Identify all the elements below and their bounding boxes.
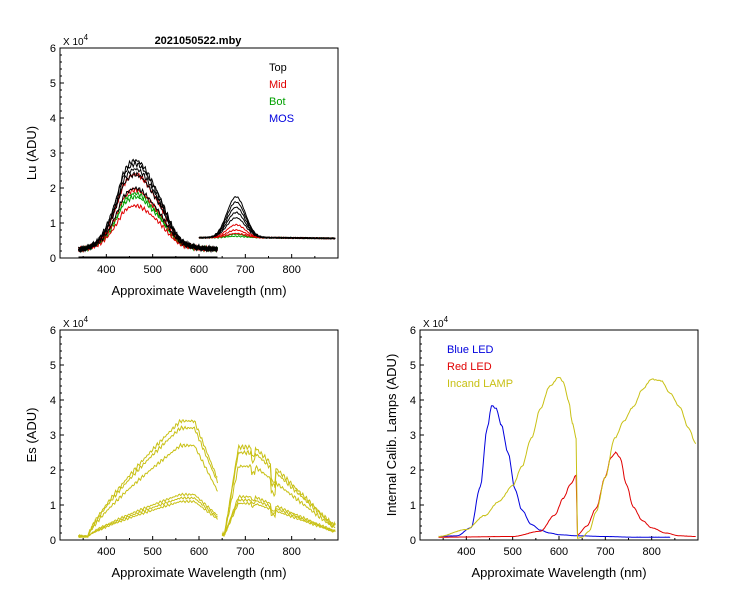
x-tick-label: 800 <box>282 546 300 558</box>
legend-entry: Bot <box>269 96 286 108</box>
y-tick-label: 6 <box>50 325 56 337</box>
x-tick-label: 400 <box>97 546 115 558</box>
series-line-mid-blue <box>78 186 218 253</box>
series-line-incand-lamp <box>438 376 697 539</box>
axis-multiplier: X 104 <box>63 315 89 330</box>
y-tick-label: 0 <box>410 535 416 547</box>
plot-area <box>438 376 697 539</box>
x-tick-label: 600 <box>190 546 208 558</box>
axis-multiplier: X 104 <box>63 33 89 48</box>
x-tick-label: 600 <box>190 264 208 276</box>
y-tick-label: 0 <box>50 535 56 547</box>
series-line-es-red <box>221 443 336 536</box>
x-axis-label: Approximate Wavelength (nm) <box>111 283 286 298</box>
legend-entry: Red LED <box>447 361 492 373</box>
y-axis-label: Internal Calib. Lamps (ADU) <box>384 354 399 517</box>
y-tick-label: 1 <box>50 500 56 512</box>
x-tick-label: 400 <box>97 264 115 276</box>
x-tick-label: 600 <box>550 546 568 558</box>
y-tick-label: 1 <box>410 500 416 512</box>
x-tick-label: 400 <box>457 546 475 558</box>
y-tick-label: 4 <box>50 395 56 407</box>
x-tick-label: 800 <box>282 264 300 276</box>
legend-entry: Blue LED <box>447 344 494 356</box>
x-tick-label: 700 <box>596 546 614 558</box>
series-line-es-blue <box>78 425 218 538</box>
x-axis-label: Approximate Wavelength (nm) <box>111 565 286 580</box>
series-line-es-red <box>221 494 336 537</box>
plot-frame <box>59 47 339 259</box>
y-tick-label: 6 <box>410 325 416 337</box>
y-tick-label: 4 <box>50 113 56 125</box>
legend-entry: Mid <box>269 79 287 91</box>
y-axis-label: Lu (ADU) <box>24 126 39 180</box>
y-tick-label: 2 <box>410 465 416 477</box>
y-tick-label: 5 <box>410 360 416 372</box>
series-line-es-red <box>221 500 336 536</box>
axis-multiplier-exponent: 4 <box>84 33 89 42</box>
chart-calib-lamps: 0 1 2 3 4 5 6 400 500 600 700 800 X 104 Approximate W… <box>384 315 699 580</box>
y-tick-label: 3 <box>50 148 56 160</box>
plot-area <box>78 418 336 539</box>
y-axis-label: Es (ADU) <box>24 408 39 463</box>
axis-multiplier: X 104 <box>423 315 449 330</box>
axis-multiplier-exponent: 4 <box>444 315 449 324</box>
series-line-blue-led <box>438 405 671 538</box>
series-line-es-red <box>221 497 336 537</box>
x-axis-label: Approximate Wavelength (nm) <box>471 565 646 580</box>
x-tick-label: 800 <box>642 546 660 558</box>
y-tick-label: 2 <box>50 465 56 477</box>
x-tick-label: 500 <box>143 264 161 276</box>
y-tick-label: 6 <box>50 43 56 55</box>
series-line-top-blue <box>78 185 218 254</box>
legend-entry: Top <box>269 62 287 74</box>
legend-entry: Incand LAMP <box>447 378 513 390</box>
y-tick-label: 5 <box>50 360 56 372</box>
legend-entry: MOS <box>269 113 294 125</box>
series-line-top-red <box>198 217 336 240</box>
y-tick-label: 1 <box>50 218 56 230</box>
x-tick-label: 700 <box>236 546 254 558</box>
y-tick-label: 5 <box>50 78 56 90</box>
series-line-es-blue <box>78 442 218 538</box>
series-line-es-blue <box>78 499 218 538</box>
y-tick-label: 3 <box>410 430 416 442</box>
series-line-es-blue <box>78 496 218 538</box>
x-tick-label: 500 <box>503 546 521 558</box>
y-tick-label: 3 <box>50 430 56 442</box>
series-line-mid-blue <box>78 203 218 253</box>
chart-lu: 0 1 2 3 4 5 6 400 500 600 700 800 X 104 Approximate W… <box>24 33 339 298</box>
series-line-top-blue <box>78 171 218 252</box>
y-tick-label: 2 <box>50 183 56 195</box>
y-tick-label: 0 <box>50 253 56 265</box>
x-tick-label: 500 <box>143 546 161 558</box>
axis-multiplier-exponent: 4 <box>84 315 89 324</box>
series-line-es-red <box>221 463 336 536</box>
figure-title: 2021050522.mby <box>155 35 243 47</box>
chart-es: 0 1 2 3 4 5 6 400 500 600 700 800 X 104 Approximate W… <box>24 315 339 580</box>
series-line-top-blue <box>78 168 218 253</box>
plot-frame <box>59 329 339 541</box>
series-line-red-led <box>438 451 696 538</box>
plot-area <box>78 158 336 258</box>
series-line-es-red <box>221 449 336 537</box>
y-tick-label: 4 <box>410 395 416 407</box>
x-tick-label: 700 <box>236 264 254 276</box>
